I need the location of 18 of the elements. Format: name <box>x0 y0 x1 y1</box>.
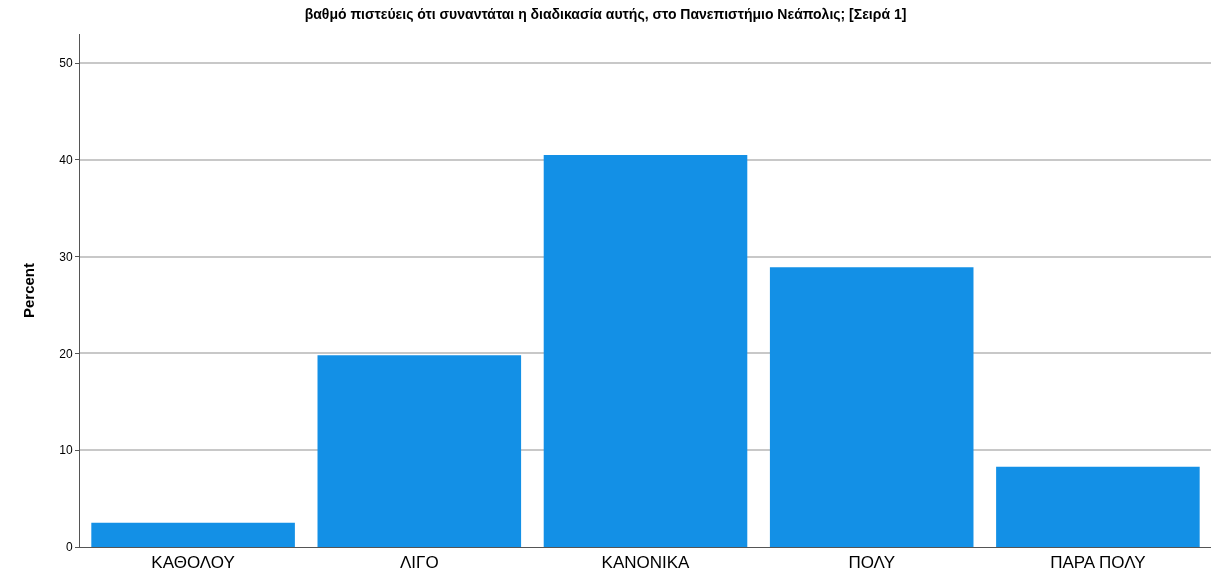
y-tick-label: 20 <box>59 346 73 361</box>
y-tick-label: 40 <box>59 153 73 168</box>
x-tick-label: ΚΑΝΟΝΙΚΑ <box>601 553 691 573</box>
y-axis-title: Percent <box>20 262 38 319</box>
x-tick-label: ΚΑΘΟΛΟΥ <box>151 553 235 573</box>
bar <box>91 522 295 547</box>
chart-title: βαθμό πιστεύεις ότι συναντάται η διαδικασία αυτής, στο Πανεπιστήμιο Νεάπολις; [Σειρά 1] <box>304 5 907 22</box>
bar <box>317 355 522 547</box>
y-tick-label: 10 <box>59 443 73 458</box>
y-tick-label: 50 <box>59 56 73 71</box>
bar <box>543 154 748 547</box>
x-tick-label: ΛΙΓΟ <box>399 553 439 573</box>
x-tick-label: ΠΑΡΑ ΠΟΛΥ <box>1050 553 1146 573</box>
x-tick-label: ΠΟΛΥ <box>848 553 896 573</box>
bar <box>769 267 974 547</box>
bar <box>996 466 1200 547</box>
y-tick-label: 0 <box>65 540 73 555</box>
y-tick-label: 30 <box>59 249 73 264</box>
